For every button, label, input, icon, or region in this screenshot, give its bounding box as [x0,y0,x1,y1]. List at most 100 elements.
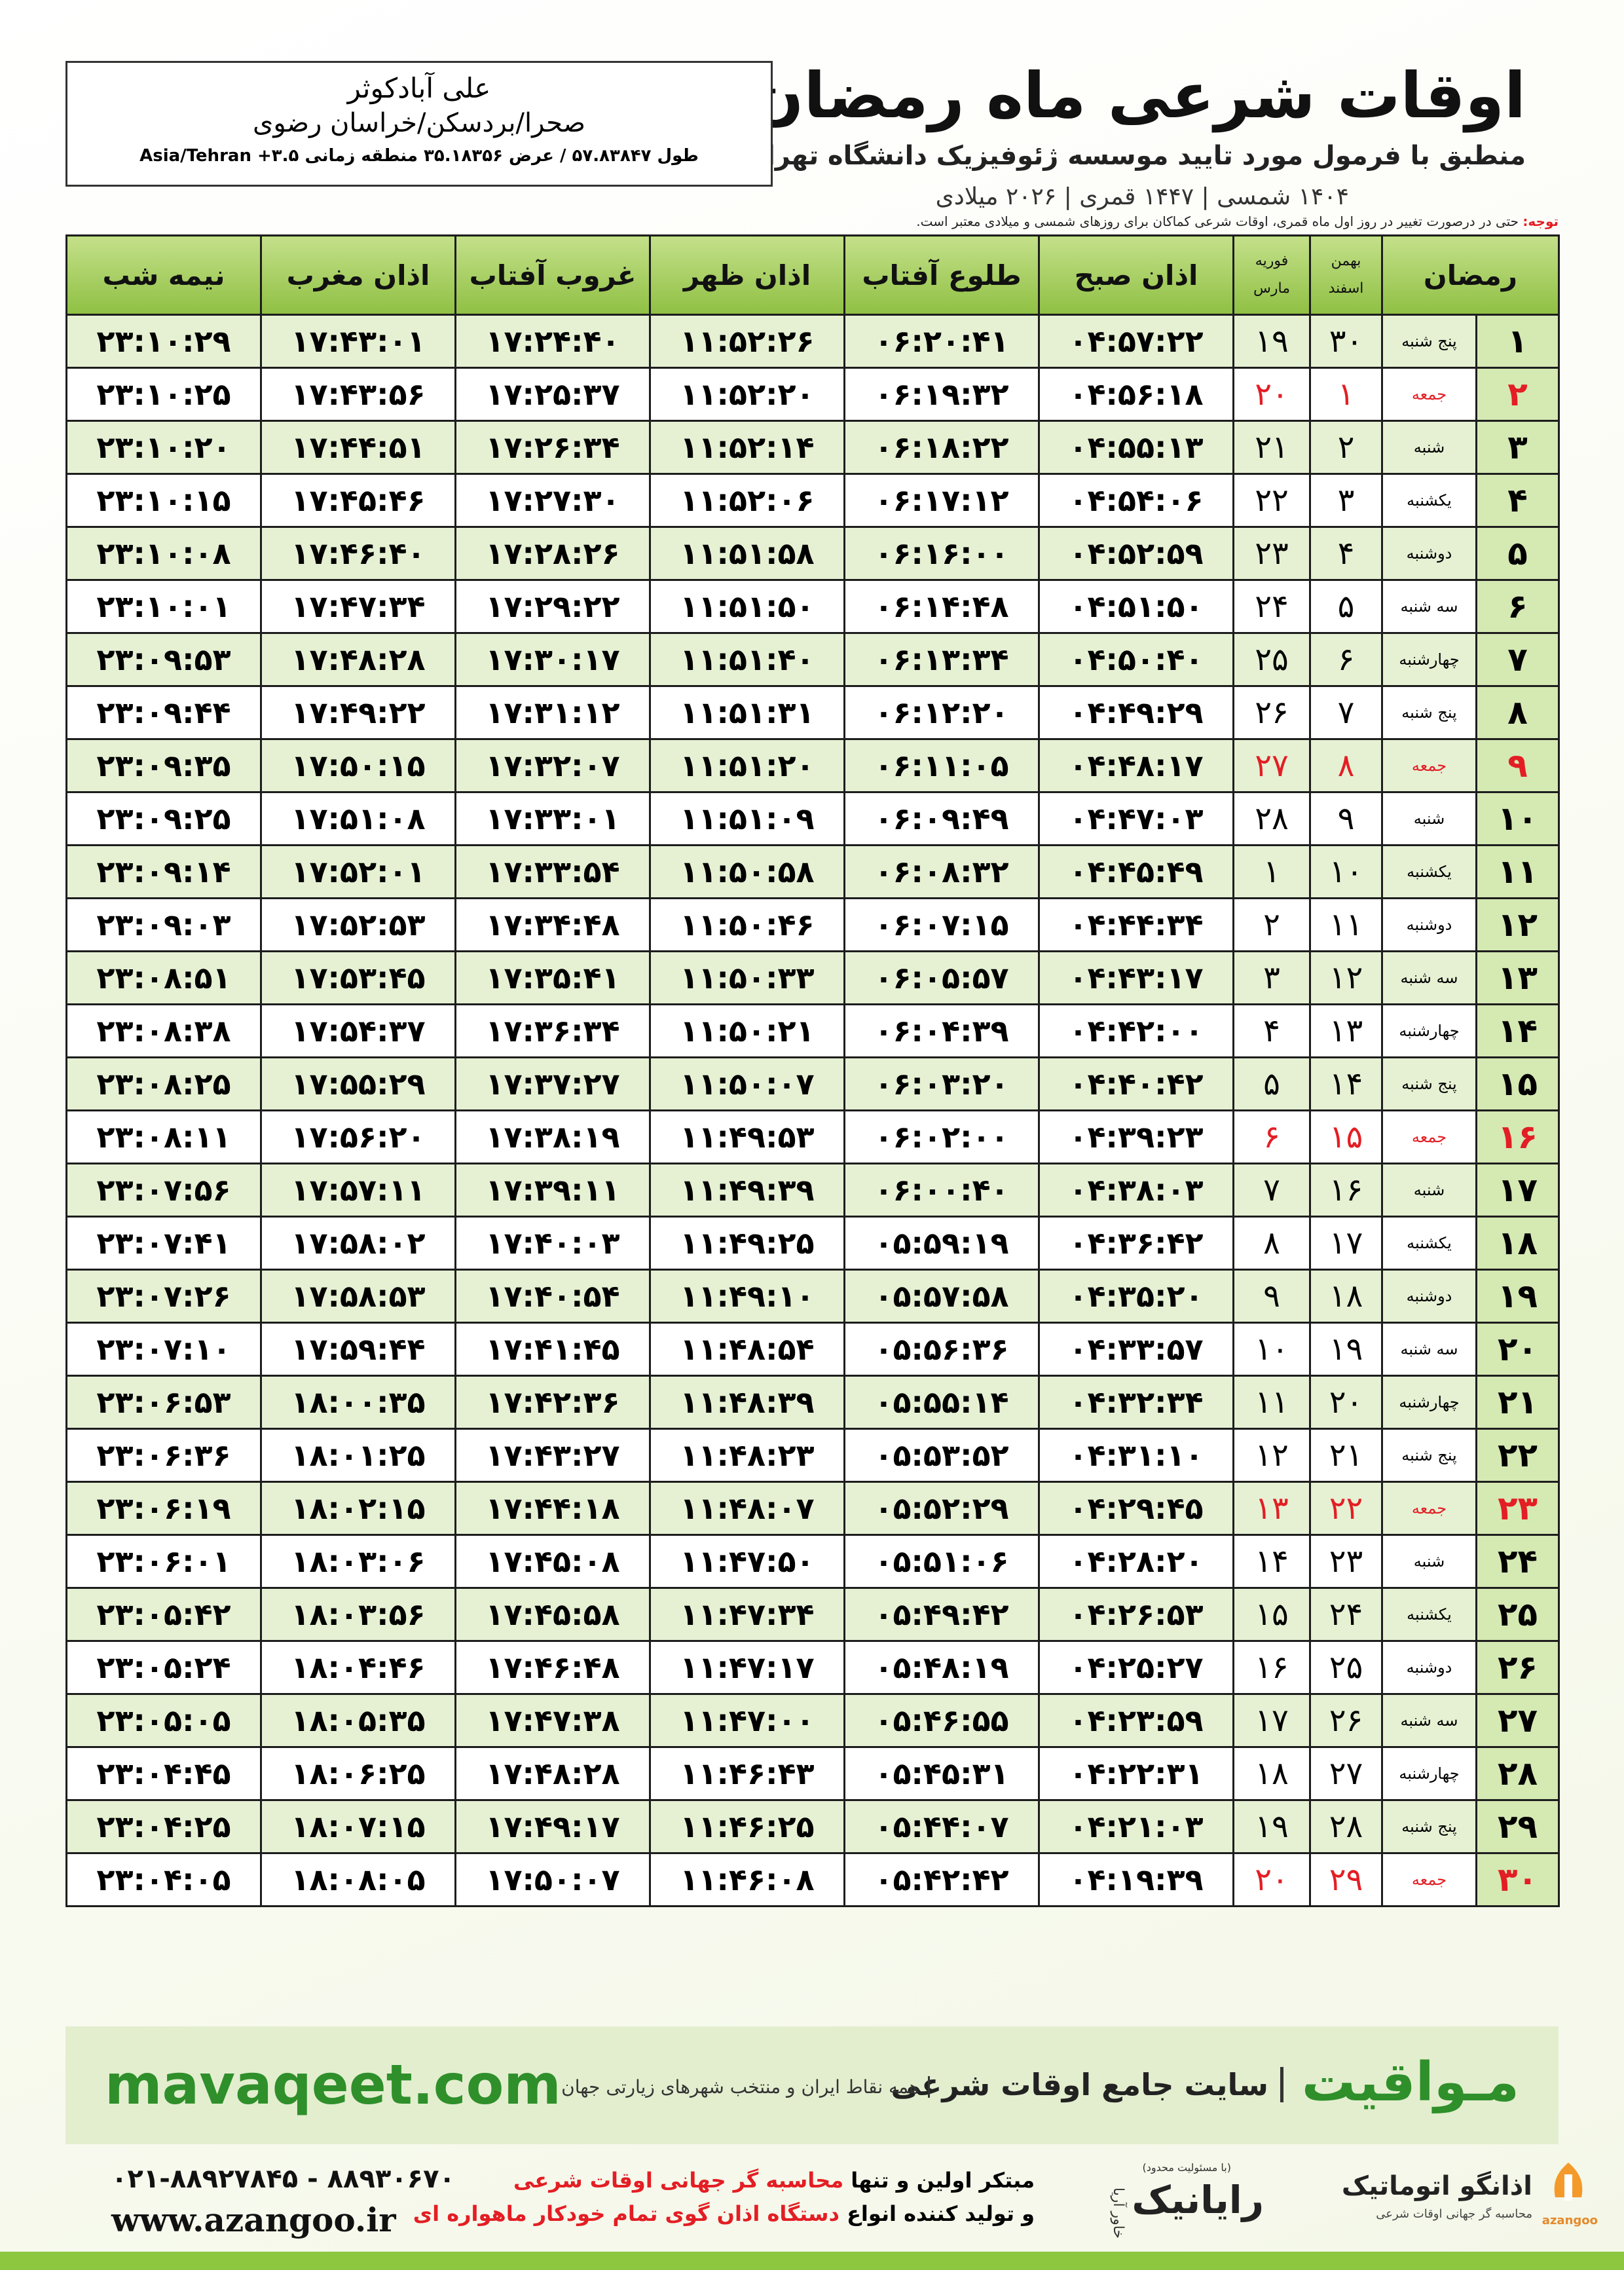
table-row: ۲۵ یکشنبه ۲۴ ۱۵ ۰۴:۲۶:۵۳ ۰۵:۴۹:۴۲ ۱۱:۴۷:۳۴ ۱۷:۴… [65,1587,1560,1642]
cell: دوشنبه [1381,897,1477,952]
cell: ۱۸ [1309,1269,1383,1324]
website[interactable]: www.azangoo.ir [111,2201,396,2239]
cell: ۰۴:۳۳:۵۷ [1038,1322,1234,1377]
cell: ۰۴:۴۳:۱۷ [1038,950,1234,1005]
cell: ۰۴:۳۶:۴۲ [1038,1216,1234,1271]
cell: ۱۱:۵۲:۲۶ [649,314,845,369]
cell: ۱۷:۵۰:۰۷ [454,1852,651,1907]
cell: ۱۶ [1309,1163,1383,1218]
cell: یکشنبه [1381,473,1477,528]
cell: ۵ [1475,526,1560,581]
header-line: بهمن [1331,253,1361,270]
cell: ۱۸:۰۵:۳۵ [260,1693,456,1748]
cell: ۱۱:۴۷:۰۰ [649,1693,845,1748]
cell: ۰۵:۴۹:۴۲ [843,1587,1040,1642]
cell: ۱۷:۴۵:۵۸ [454,1587,651,1642]
cell: ۱۷:۴۶:۴۸ [454,1640,651,1695]
cell: ۲۵ [1232,632,1311,687]
table-row: ۲۱ چهارشنبه ۲۰ ۱۱ ۰۴:۳۲:۳۴ ۰۵:۵۵:۱۴ ۱۱:۴۸:۳۹ ۱۷… [65,1375,1560,1430]
table-row: ۶ سه شنبه ۵ ۲۴ ۰۴:۵۱:۵۰ ۰۶:۱۴:۴۸ ۱۱:۵۱:۵۰ ۱۷:۲۹… [65,579,1560,634]
cell: ۰۴:۵۵:۱۳ [1038,420,1234,475]
cell: ۳ [1309,473,1383,528]
cell: ۹ [1475,738,1560,793]
cell: ۲۶ [1232,685,1311,740]
cell: ۲۵ [1309,1640,1383,1695]
cell: ۱۸:۰۶:۲۵ [260,1746,456,1801]
cell: ۰۴:۵۲:۵۹ [1038,526,1234,581]
cell: ۰۴:۴۸:۱۷ [1038,738,1234,793]
title: اوقات شرعی ماه رمضان [750,59,1526,132]
cell: ۲۳ [1475,1481,1560,1536]
url[interactable]: mavaqeet.com [105,2053,561,2117]
cell: ۰۴:۴۰:۴۲ [1038,1056,1234,1111]
cell: ۱۱:۵۱:۲۰ [649,738,845,793]
cell: ۲۴ [1232,579,1311,634]
cell: ۱۸:۰۲:۱۵ [260,1481,456,1536]
cell: ۲۶ [1475,1640,1560,1695]
cell: ۱۹ [1309,1322,1383,1377]
cell: ۱ [1232,844,1311,899]
coverage: همه نقاط ایران و منتخب شهرهای زیارتی جها… [561,2076,930,2098]
cell: ۶ [1232,1109,1311,1164]
cell: ۱۷:۴۷:۳۴ [260,579,456,634]
note: توجه: حتی در درصورت تغییر در روز اول ماه… [916,214,1559,229]
table-row: ۴ یکشنبه ۳ ۲۲ ۰۴:۵۴:۰۶ ۰۶:۱۷:۱۲ ۱۱:۵۲:۰۶ ۱۷:۲۷:… [65,473,1560,528]
cell: ۰۵:۴۶:۵۵ [843,1693,1040,1748]
cell: ۱۷:۴۸:۲۸ [260,632,456,687]
table-row: ۱۴ چهارشنبه ۱۳ ۴ ۰۴:۴۲:۰۰ ۰۶:۰۴:۳۹ ۱۱:۵۰:۲۱ ۱۷:… [65,1003,1560,1058]
cell: ۱۷:۳۰:۱۷ [454,632,651,687]
location-name: علی آبادکوثر [347,72,491,104]
table-row: ۹ جمعه ۸ ۲۷ ۰۴:۴۸:۱۷ ۰۶:۱۱:۰۵ ۱۱:۵۱:۲۰ ۱۷:۳۲:۰۷… [65,738,1560,793]
times-table: رمضان بهمن اسفند فوریه مارس اذان صبح طلوع آفتا… [65,234,1560,1907]
cell: ۱۷:۵۵:۲۹ [260,1056,456,1111]
cell: شنبه [1381,420,1477,475]
cell: ۲۱ [1475,1375,1560,1430]
cell: ۰۶:۰۷:۱۵ [843,897,1040,952]
cell: سه شنبه [1381,950,1477,1005]
cell: ۱۷:۳۱:۱۲ [454,685,651,740]
cell: ۱۷:۴۶:۴۰ [260,526,456,581]
promo-line: مبتکر اولین و تنها محاسبه گر جهانی اوقات… [413,2164,1035,2197]
table-row: ۲۳ جمعه ۲۲ ۱۳ ۰۴:۲۹:۴۵ ۰۵:۵۲:۲۹ ۱۱:۴۸:۰۷ ۱۷:۴۴:… [65,1481,1560,1536]
cell: شنبه [1381,1163,1477,1218]
cell: ۲۳ [1309,1534,1383,1589]
table-row: ۲۷ سه شنبه ۲۶ ۱۷ ۰۴:۲۳:۵۹ ۰۵:۴۶:۵۵ ۱۱:۴۷:۰۰ ۱۷:… [65,1693,1560,1748]
cell: ۱۷:۵۱:۰۸ [260,791,456,846]
cell: ۲۳:۱۰:۲۵ [65,367,262,422]
header-cell: فوریه مارس [1232,234,1311,316]
cell: ۲۳:۰۵:۴۲ [65,1587,262,1642]
cell: یکشنبه [1381,1216,1477,1271]
location-region: صحرا/بردسکن/خراسان رضوی [253,108,585,138]
cell: ۷ [1309,685,1383,740]
promo-text: مبتکر اولین و تنها محاسبه گر جهانی اوقات… [413,2164,1035,2231]
cell: ۱۱:۵۲:۲۰ [649,367,845,422]
cell: ۲۳:۰۹:۲۵ [65,791,262,846]
cell: ۷ [1475,632,1560,687]
cell: ۲۳:۱۰:۱۵ [65,473,262,528]
cell: ۰۶:۰۵:۵۷ [843,950,1040,1005]
cell: ۰۶:۲۰:۴۱ [843,314,1040,369]
cell: ۴ [1475,473,1560,528]
cell: ۱۷:۳۸:۱۹ [454,1109,651,1164]
cell: ۰۵:۴۲:۴۲ [843,1852,1040,1907]
cell: ۱۳ [1232,1481,1311,1536]
cell: ۳۰ [1309,314,1383,369]
cell: ۲۷ [1309,1746,1383,1801]
cell: ۲۱ [1309,1428,1383,1483]
header-line: اسفند [1328,280,1364,297]
cell: ۰۶:۱۲:۲۰ [843,685,1040,740]
cell: ۲۸ [1475,1746,1560,1801]
cell: ۱۷:۵۴:۳۷ [260,1003,456,1058]
cell: ۱۸ [1232,1746,1311,1801]
rayanik-note: (با مسئولیت محدود) [1142,2161,1232,2174]
cell: ۰۴:۳۸:۰۳ [1038,1163,1234,1218]
cell: ۱۷:۵۷:۱۱ [260,1163,456,1218]
cell: ۲۳:۰۶:۱۹ [65,1481,262,1536]
cell: ۱۸:۰۴:۴۶ [260,1640,456,1695]
rayanik-logo: رایانیک [1132,2178,1264,2222]
header-cell: رمضان [1381,234,1560,316]
cell: ۳ [1232,950,1311,1005]
note-text: حتی در درصورت تغییر در روز اول ماه قمری،… [916,214,1519,229]
header-line: فوریه [1255,253,1289,270]
cell: ۲۳:۰۸:۵۱ [65,950,262,1005]
